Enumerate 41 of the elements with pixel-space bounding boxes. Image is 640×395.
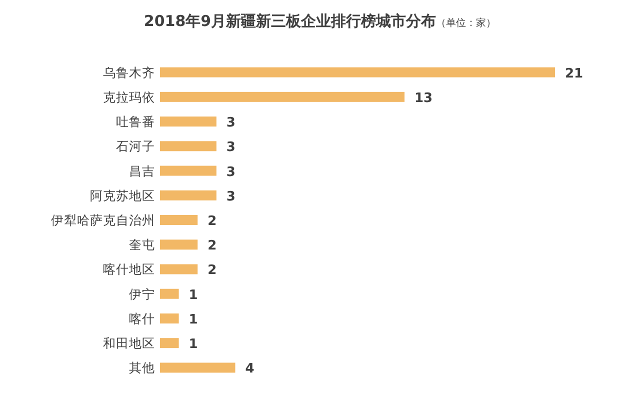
bar — [160, 215, 198, 225]
data-label: 1 — [188, 288, 198, 303]
bar — [160, 264, 198, 274]
data-label: 3 — [226, 140, 236, 156]
y-tick-label: 阿克苏地区 — [90, 188, 155, 203]
bar — [160, 288, 179, 299]
y-tick-label: 和田地区 — [103, 336, 155, 351]
data-label: 2 — [208, 263, 217, 278]
y-tick-label: 伊犁哈萨克自治州 — [51, 212, 155, 228]
chart-title: 2018年9月新疆新三板企业排行榜城市分布 — [144, 12, 436, 30]
bar — [160, 116, 216, 127]
y-tick-label: 乌鲁木齐 — [103, 64, 155, 80]
data-label: 1 — [188, 312, 198, 328]
bar — [160, 166, 216, 176]
y-tick-label: 伊宁 — [129, 286, 155, 302]
y-tick-label: 克拉玛依 — [103, 89, 155, 104]
data-label: 4 — [245, 362, 254, 377]
y-tick-label: 喀什 — [129, 310, 155, 326]
bar — [160, 190, 216, 200]
y-tick-label: 其他 — [129, 360, 155, 376]
data-label: 13 — [414, 90, 433, 106]
bar — [160, 92, 405, 102]
data-label: 2 — [208, 214, 217, 229]
y-tick-label: 奎屯 — [129, 237, 155, 252]
data-label: 1 — [188, 337, 198, 352]
bar — [160, 67, 555, 78]
y-tick-label: 喀什地区 — [103, 262, 155, 277]
bar — [160, 240, 198, 250]
data-label: 3 — [226, 116, 236, 131]
y-tick-label: 石河子 — [116, 138, 155, 154]
chart-subtitle: （单位：家） — [436, 17, 496, 29]
data-label: 21 — [565, 66, 584, 82]
bar — [160, 313, 179, 324]
data-label: 2 — [208, 238, 217, 254]
bar — [160, 338, 179, 348]
y-tick-label: 昌吉 — [129, 163, 155, 178]
data-label: 3 — [226, 164, 236, 180]
bar — [160, 362, 236, 373]
bar — [160, 141, 216, 152]
y-tick-label: 吐鲁番 — [116, 114, 155, 130]
data-label: 3 — [226, 189, 236, 204]
